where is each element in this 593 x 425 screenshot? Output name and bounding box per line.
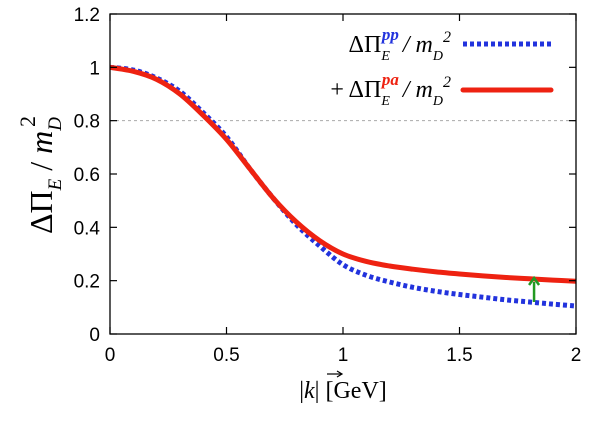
y-tick-label: 0.8 — [74, 112, 100, 133]
x-tick-label: 1 — [338, 345, 349, 366]
series-layer — [110, 64, 576, 309]
x-tick-label: 0 — [105, 345, 116, 366]
x-tick-label: 2 — [571, 345, 582, 366]
legend-label-pp: ΔΠEpp / mD2 — [349, 25, 451, 64]
legend-label-pa: + ΔΠEpa / mD2 — [330, 70, 451, 109]
y-tick-label: 0.4 — [74, 218, 101, 239]
x-tick-label: 1.5 — [446, 345, 472, 366]
tick-layer: 0 0.5 1 1.5 2 0 0.2 0.4 0.6 0.8 1 1.2 — [74, 5, 582, 366]
series-line-pp — [110, 64, 576, 309]
series-line-pa — [110, 64, 576, 284]
annotation-layer — [528, 275, 541, 302]
y-axis-label: ΔΠE / mD2 — [15, 116, 66, 234]
x-axis-vector-arrowhead — [336, 370, 344, 378]
y-tick-label: 0.6 — [74, 165, 100, 186]
x-tick-label: 0.5 — [213, 345, 239, 366]
x-axis-label: |k| [GeV] — [299, 378, 387, 404]
legend: ΔΠEpp / mD2 + ΔΠEpa / mD2 — [330, 25, 554, 109]
annotation-arrow-head — [528, 275, 541, 286]
y-tick-label: 0 — [89, 325, 100, 346]
y-tick-label: 1.2 — [74, 5, 100, 26]
plot-frame — [109, 13, 577, 335]
y-tick-label: 0.2 — [74, 272, 100, 293]
y-tick-label: 1 — [89, 58, 100, 79]
